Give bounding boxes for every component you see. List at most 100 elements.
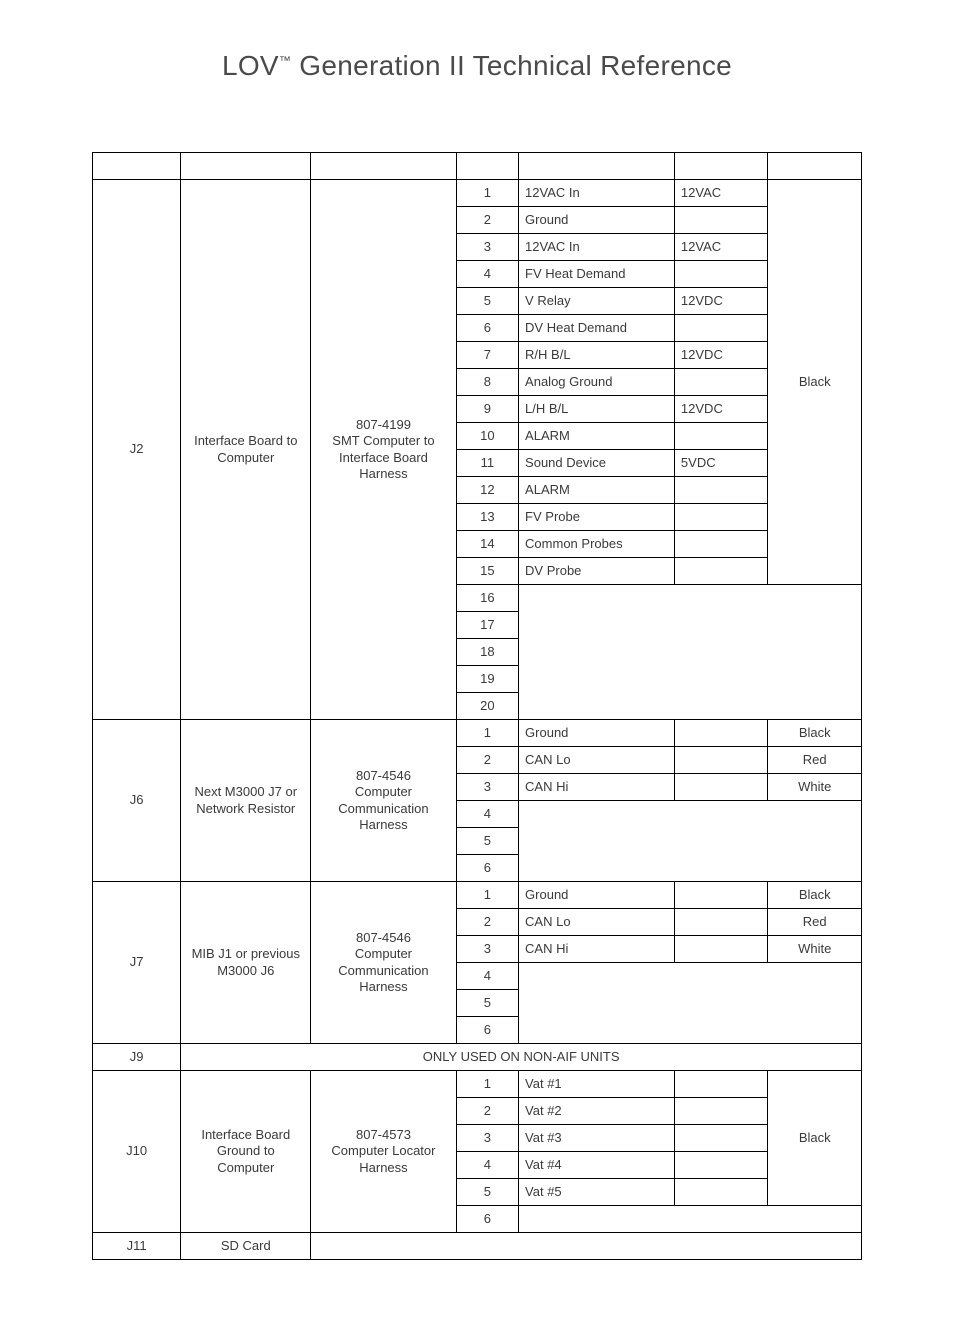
pin: 5 (456, 288, 518, 315)
pin: 4 (456, 1152, 518, 1179)
volt (674, 774, 768, 801)
volt (674, 261, 768, 288)
volt (674, 1125, 768, 1152)
wire-color: Red (768, 909, 862, 936)
func: 12VAC In (519, 234, 675, 261)
pin: 2 (456, 747, 518, 774)
volt (674, 558, 768, 585)
from-j10: Interface Board Ground to Computer (181, 1071, 311, 1233)
pin: 5 (456, 1179, 518, 1206)
table-row: J6 Next M3000 J7 or Network Resistor 807… (93, 720, 862, 747)
pin: 1 (456, 882, 518, 909)
pin: 7 (456, 342, 518, 369)
func: DV Heat Demand (519, 315, 675, 342)
empty-block (311, 1233, 862, 1260)
page-title: LOV™ Generation II Technical Reference (92, 50, 862, 82)
pin: 1 (456, 720, 518, 747)
func: Ground (519, 207, 675, 234)
pin: 2 (456, 1098, 518, 1125)
table-row (93, 153, 862, 180)
func: Vat #2 (519, 1098, 675, 1125)
wire-color-j2: Black (768, 180, 862, 585)
trademark: ™ (279, 54, 291, 68)
from-j7: MIB J1 or previous M3000 J6 (181, 882, 311, 1044)
volt (674, 315, 768, 342)
func: R/H B/L (519, 342, 675, 369)
pin: 15 (456, 558, 518, 585)
empty-block (519, 963, 862, 1044)
volt: 12VAC (674, 180, 768, 207)
empty-block (519, 1206, 862, 1233)
table-row: J10 Interface Board Ground to Computer 8… (93, 1071, 862, 1098)
connector-j10: J10 (93, 1071, 181, 1233)
volt (674, 936, 768, 963)
table-row: J2 Interface Board to Computer 807-4199S… (93, 180, 862, 207)
wire-color: White (768, 774, 862, 801)
from-j6: Next M3000 J7 or Network Resistor (181, 720, 311, 882)
volt: 12VAC (674, 234, 768, 261)
volt (674, 882, 768, 909)
pin: 12 (456, 477, 518, 504)
pin: 20 (456, 693, 518, 720)
volt (674, 1179, 768, 1206)
volt: 5VDC (674, 450, 768, 477)
from-j11: SD Card (181, 1233, 311, 1260)
func: V Relay (519, 288, 675, 315)
pin: 5 (456, 990, 518, 1017)
func: DV Probe (519, 558, 675, 585)
func: CAN Hi (519, 774, 675, 801)
pin: 1 (456, 180, 518, 207)
pin: 10 (456, 423, 518, 450)
pin: 19 (456, 666, 518, 693)
volt (674, 1152, 768, 1179)
connector-j6: J6 (93, 720, 181, 882)
func: Vat #1 (519, 1071, 675, 1098)
func: ALARM (519, 423, 675, 450)
harness-j6: 807-4546Computer Communication Harness (311, 720, 456, 882)
pin: 2 (456, 207, 518, 234)
connector-j7: J7 (93, 882, 181, 1044)
func: Ground (519, 882, 675, 909)
title-post: Generation II Technical Reference (291, 50, 732, 81)
pin: 3 (456, 234, 518, 261)
func: FV Heat Demand (519, 261, 675, 288)
volt: 12VDC (674, 396, 768, 423)
note-j9: ONLY USED ON NON-AIF UNITS (181, 1044, 862, 1071)
wire-color: Black (768, 720, 862, 747)
empty-block (519, 801, 862, 882)
func: ALARM (519, 477, 675, 504)
pin: 17 (456, 612, 518, 639)
empty-block (519, 585, 862, 720)
volt (674, 720, 768, 747)
wire-color: White (768, 936, 862, 963)
func: 12VAC In (519, 180, 675, 207)
func: Ground (519, 720, 675, 747)
harness-j2: 807-4199SMT Computer to Interface Board … (311, 180, 456, 720)
volt (674, 207, 768, 234)
pin: 6 (456, 1206, 518, 1233)
harness-j7: 807-4546Computer Communication Harness (311, 882, 456, 1044)
title-pre: LOV (222, 50, 279, 81)
func: Sound Device (519, 450, 675, 477)
wiring-table: J2 Interface Board to Computer 807-4199S… (92, 152, 862, 1260)
pin: 1 (456, 1071, 518, 1098)
volt (674, 909, 768, 936)
pin: 5 (456, 828, 518, 855)
connector-j9: J9 (93, 1044, 181, 1071)
pin: 4 (456, 261, 518, 288)
volt (674, 369, 768, 396)
wire-color-j10: Black (768, 1071, 862, 1206)
func: Analog Ground (519, 369, 675, 396)
pin: 2 (456, 909, 518, 936)
volt (674, 423, 768, 450)
pin: 3 (456, 774, 518, 801)
pin: 8 (456, 369, 518, 396)
pin: 3 (456, 936, 518, 963)
volt: 12VDC (674, 288, 768, 315)
table-row: J7 MIB J1 or previous M3000 J6 807-4546C… (93, 882, 862, 909)
pin: 6 (456, 315, 518, 342)
volt (674, 531, 768, 558)
func: L/H B/L (519, 396, 675, 423)
volt (674, 1098, 768, 1125)
connector-j11: J11 (93, 1233, 181, 1260)
